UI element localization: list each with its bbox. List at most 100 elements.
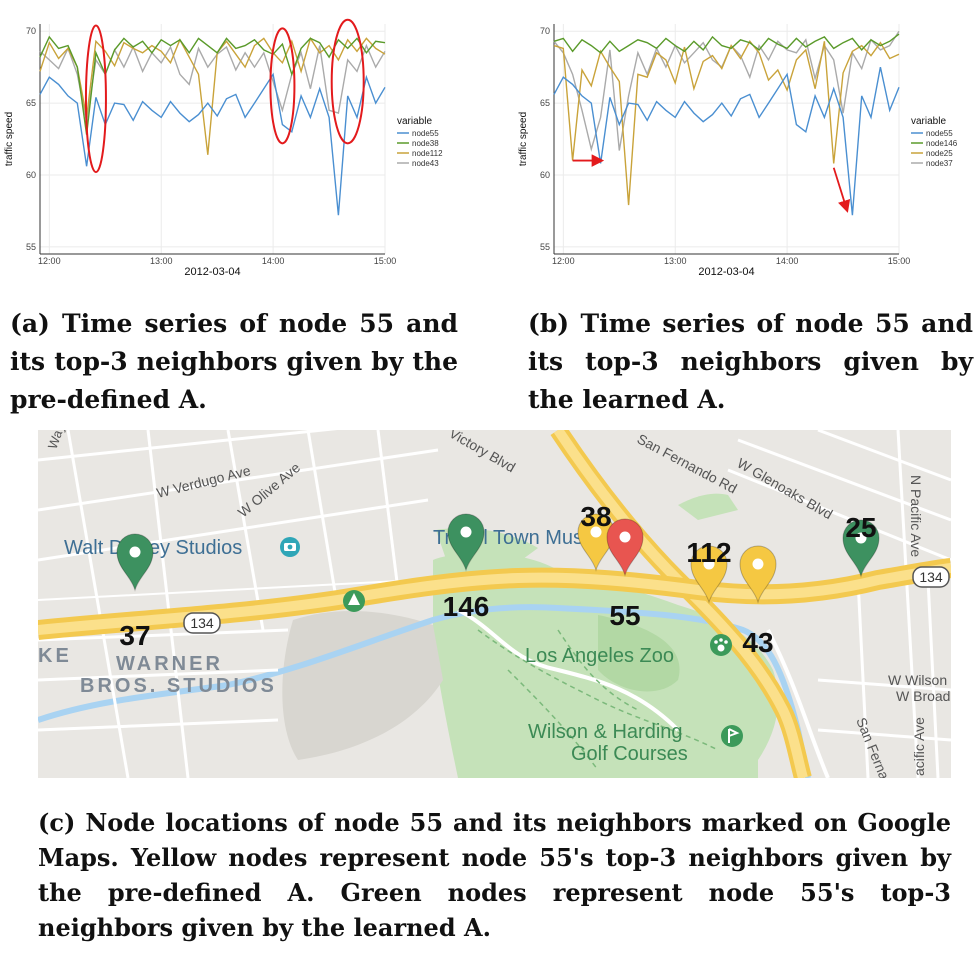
street-grid (38, 430, 951, 778)
y-tick-label: 60 (540, 170, 550, 180)
pin-dot (703, 558, 715, 570)
legend-entry-node38: node38 (412, 139, 439, 148)
legend-title: variable (911, 116, 946, 127)
y-tick-label: 65 (540, 98, 550, 108)
pin-node-55[interactable]: 55 (606, 518, 644, 631)
park-icon (343, 590, 365, 612)
y-axis-label: traffic speed (518, 112, 529, 166)
pin-label-37: 37 (119, 620, 150, 651)
y-axis-label: traffic speed (4, 112, 15, 166)
series-line-node55 (553, 66, 900, 216)
node-pins: 37 146 38 55 112 43 25 (116, 501, 880, 658)
pin-dot (460, 526, 472, 538)
pin-label-146: 146 (443, 591, 490, 622)
x-tick-label: 14:00 (776, 256, 799, 266)
label-glenoaks: W Glenoaks Blvd (735, 455, 836, 523)
x-axis-label: 2012-03-04 (184, 266, 240, 278)
route-shield-west: 134 (183, 612, 221, 634)
label-w-wilson: W Wilson (888, 672, 947, 688)
pin-label-25: 25 (845, 512, 876, 543)
label-way: Way (45, 430, 68, 451)
park-area (678, 493, 738, 520)
y-tick-label: 55 (540, 242, 550, 252)
y-tick-label: 55 (26, 242, 36, 252)
series-line-node146 (553, 33, 900, 54)
route-shield-east: 134 (912, 566, 950, 588)
label-san-fernando: San Fernando Rd (635, 431, 740, 497)
caption-a: (a) Time series of node 55 and its top-3… (10, 309, 458, 414)
series-line-node112 (39, 36, 386, 155)
route-shield-east-label: 134 (919, 569, 943, 585)
y-tick-label: 65 (26, 98, 36, 108)
pin-node-25[interactable]: 25 (842, 512, 880, 578)
caption-c: (c) Node locations of node 55 and its ne… (38, 808, 951, 942)
pin-node-146[interactable]: 146 (443, 513, 490, 622)
legend-entry-node37: node37 (926, 159, 953, 168)
pin-label-43: 43 (742, 627, 773, 658)
label-w-broad: W Broad (896, 688, 950, 704)
pin-shape (116, 533, 154, 592)
pin-shape (606, 518, 644, 577)
camera-icon (280, 537, 300, 557)
legend-entry-node112: node112 (412, 149, 443, 158)
x-axis-label: 2012-03-04 (698, 266, 754, 278)
trails (477, 629, 719, 771)
chart-b-svg: 55 60 65 70 12:00 13:00 14:00 15:00 2012-03-04 tr… (518, 24, 958, 278)
pin-label-112: 112 (686, 537, 731, 568)
freeway-i5-inner (553, 430, 808, 778)
x-tick-label: 12:00 (552, 256, 575, 266)
legend-entry-node55: node55 (412, 129, 439, 138)
hill-area (282, 610, 443, 760)
y-tick-label: 60 (26, 170, 36, 180)
pin-dot (129, 546, 141, 558)
pin-node-112[interactable]: 112 (686, 537, 732, 604)
annotation-ellipse (330, 18, 365, 145)
pin-shape (739, 545, 777, 604)
x-tick-label: 14:00 (262, 256, 285, 266)
chart-b: 55 60 65 70 12:00 13:00 14:00 15:00 2012-03-04 tr… (514, 8, 978, 280)
legend-entry-node55: node55 (926, 129, 953, 138)
label-warner: WARNER (116, 653, 223, 675)
label-pacific: N Pacific Ave (908, 475, 924, 557)
label-golf-2: Golf Courses (571, 743, 688, 765)
label-bros-studios: BROS. STUDIOS (80, 675, 277, 697)
pin-dot (619, 531, 631, 543)
caption-b: (b) Time series of node 55 and its top-3… (528, 309, 973, 414)
pin-node-37[interactable]: 37 (116, 533, 154, 651)
map-svg: 134 134 W Verdugo Ave W Olive Ave Walt D… (38, 430, 951, 778)
freeway-134-inner (38, 563, 951, 635)
legend-title: variable (397, 116, 432, 127)
series-line-node55 (39, 72, 386, 216)
label-golf-1: Wilson & Harding (528, 721, 683, 743)
pin-dot (590, 526, 602, 538)
annotation-ellipse (84, 24, 107, 174)
pin-node-38[interactable]: 38 (577, 501, 615, 572)
pin-label-38: 38 (580, 501, 611, 532)
y-tick-label: 70 (26, 26, 36, 36)
golf-icon (721, 725, 743, 747)
label-pacific-ave: acific Ave (911, 717, 927, 776)
annotation-ellipse (269, 27, 296, 145)
pin-node-43[interactable]: 43 (739, 545, 777, 658)
legend-entry-node146: node146 (926, 139, 958, 148)
series-line-node38 (39, 35, 386, 135)
legend-entry-node43: node43 (412, 159, 439, 168)
label-victory: Victory Blvd (447, 430, 519, 475)
pin-dot (855, 532, 867, 544)
x-tick-label: 15:00 (888, 256, 911, 266)
legend-entry-node25: node25 (926, 149, 953, 158)
x-tick-label: 12:00 (38, 256, 61, 266)
label-ke: KE (38, 645, 72, 667)
chart-a: 55 60 65 70 12:00 13:00 14:00 15:00 2012-03-04 tr… (0, 8, 470, 280)
series-line-node25 (553, 40, 900, 206)
label-zoo: Los Angeles Zoo (525, 645, 674, 667)
river (38, 604, 811, 778)
x-tick-label: 13:00 (150, 256, 173, 266)
annotation-arrow (832, 167, 851, 213)
series-line-node43 (39, 43, 386, 122)
x-tick-label: 15:00 (374, 256, 397, 266)
label-san-fernan: San Fernan (853, 715, 895, 778)
pin-shape (842, 519, 880, 578)
route-shield-west-label: 134 (190, 615, 214, 631)
park-dark (598, 615, 680, 692)
